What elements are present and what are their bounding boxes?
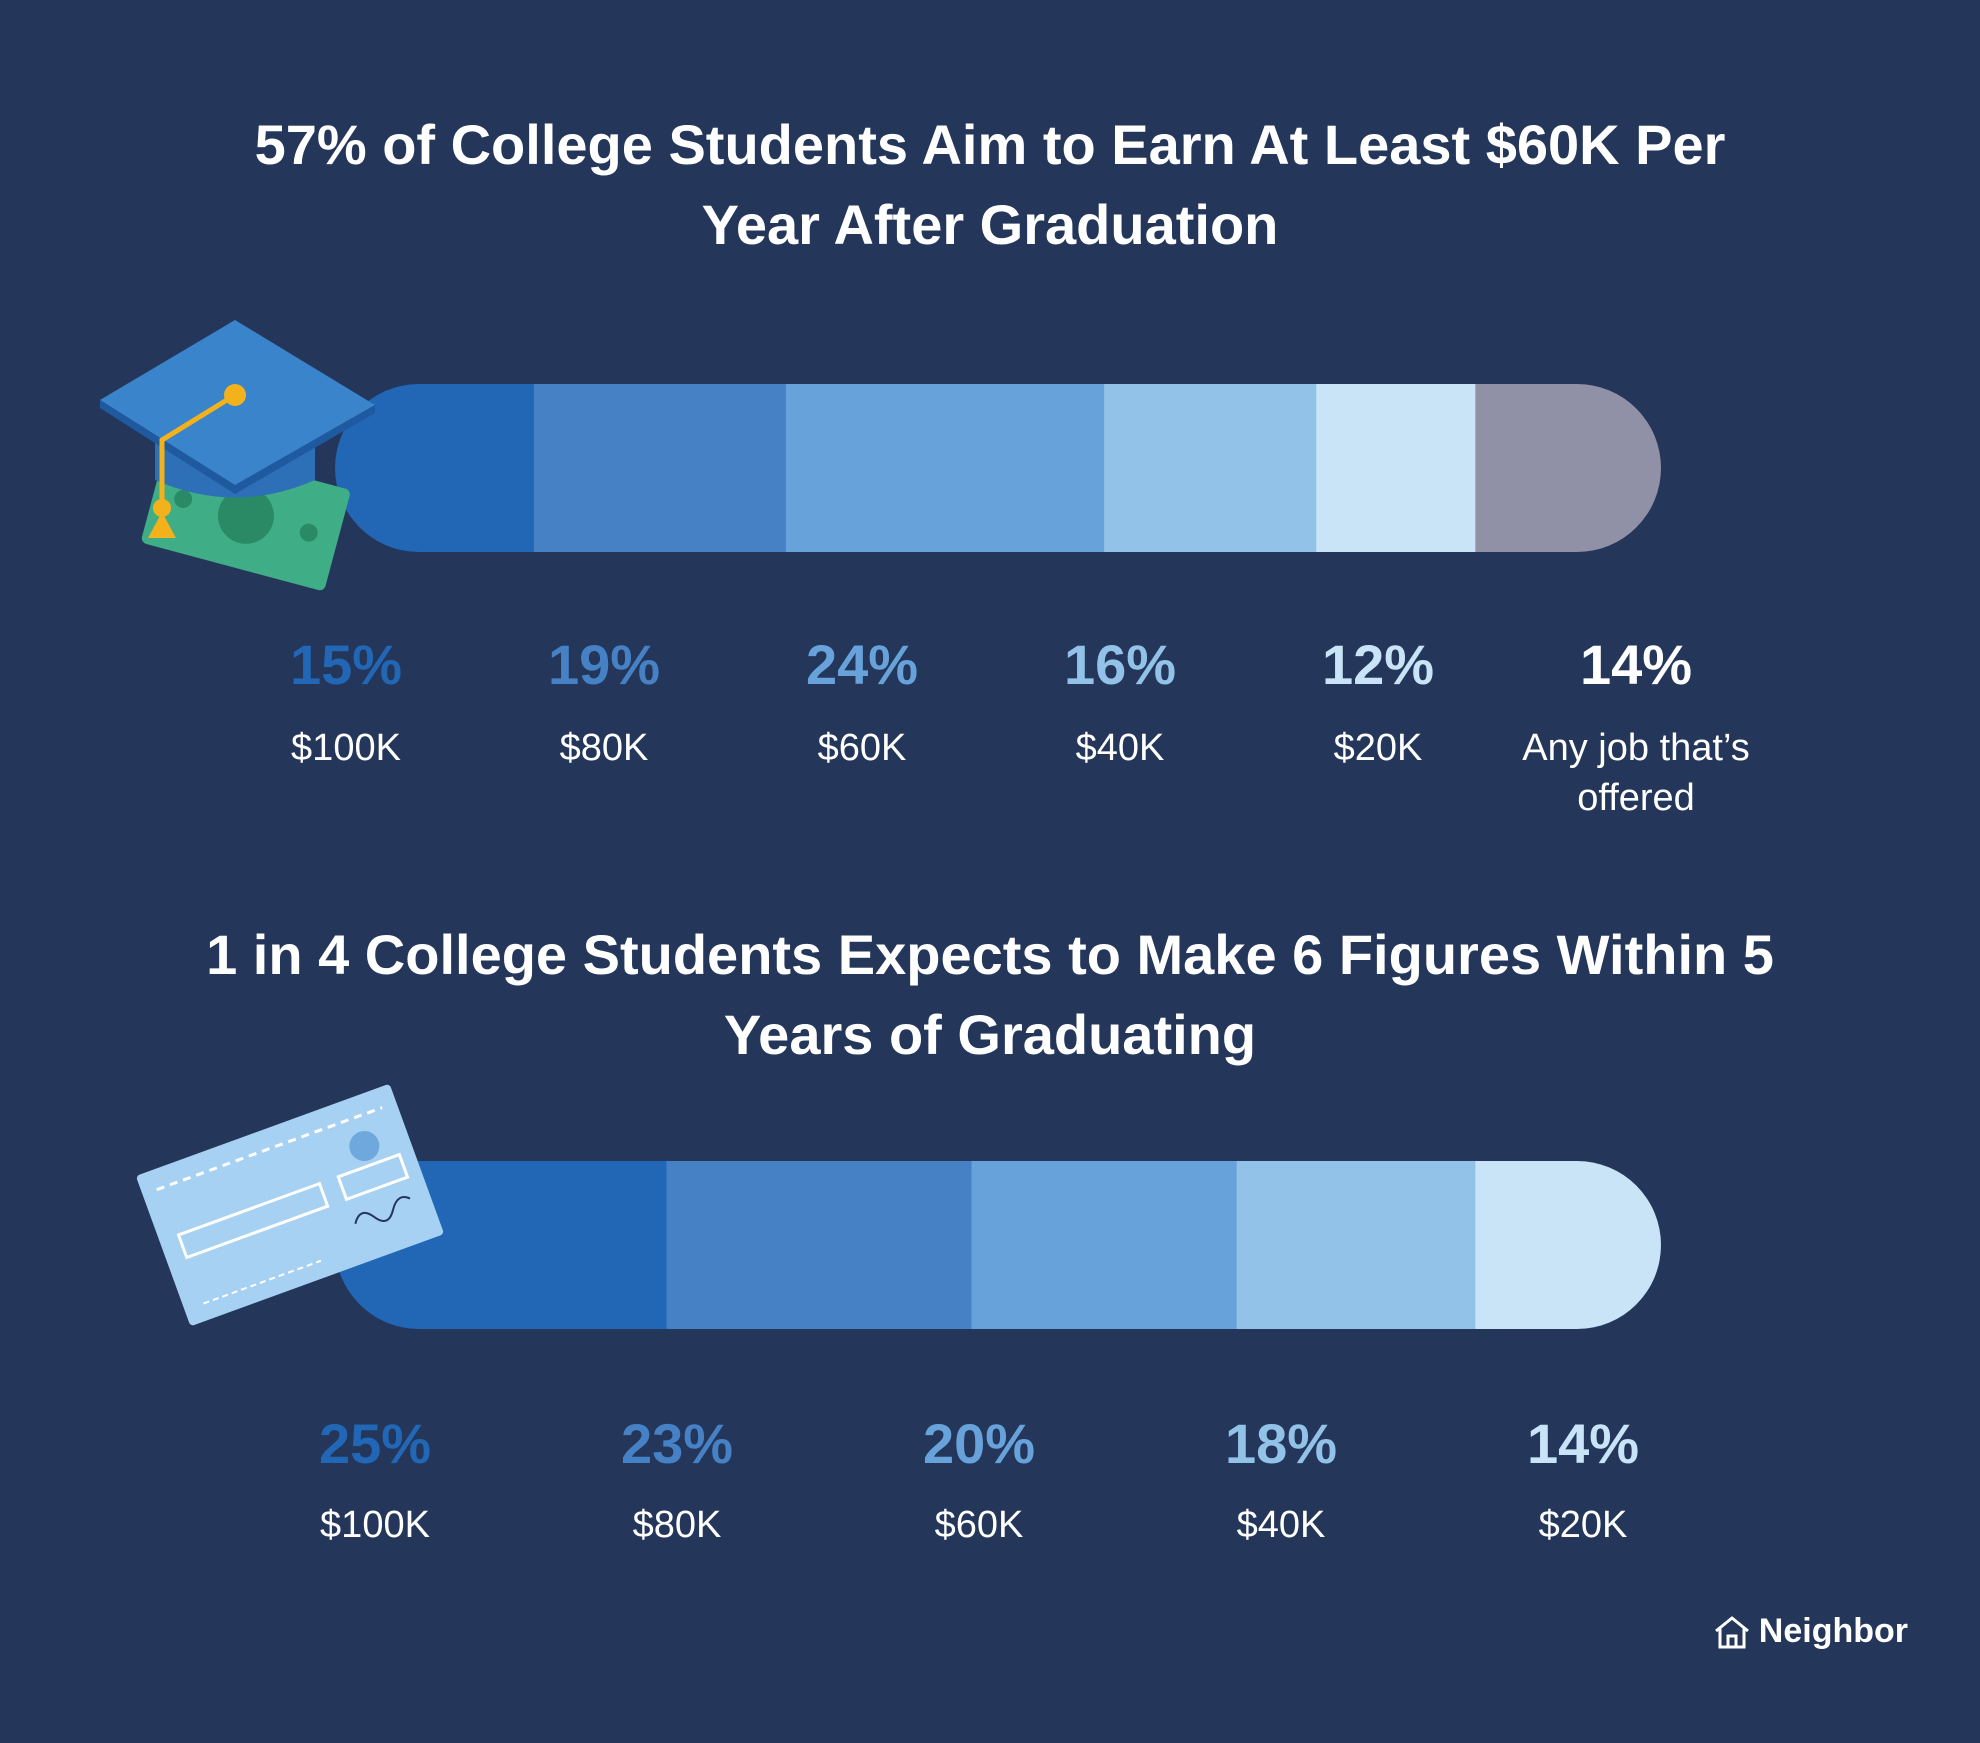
- category-label: $60K: [934, 1504, 1024, 1546]
- value-label: 14%: [1579, 633, 1693, 696]
- value-label: 25%: [318, 1412, 432, 1475]
- brand-logo: Neighbor: [1713, 1612, 1908, 1651]
- category-label: $40K: [1236, 1504, 1326, 1546]
- chart-title: 57% of College Students Aim to Earn At L…: [254, 113, 1726, 256]
- category-label: $60K: [817, 727, 907, 769]
- check-icon: [136, 1084, 444, 1326]
- bar-segment: [1104, 384, 1317, 552]
- category-label: $20K: [1333, 727, 1423, 769]
- cap-icon: [100, 320, 375, 591]
- value-label: 14%: [1526, 1412, 1640, 1475]
- value-label: 20%: [922, 1412, 1036, 1475]
- bar-segment: [1316, 384, 1476, 552]
- category-label: Any job that’s offered: [1522, 727, 1750, 819]
- value-label: 12%: [1321, 633, 1435, 696]
- category-label: $20K: [1538, 1504, 1628, 1546]
- category-label: $80K: [559, 727, 649, 769]
- value-label: 24%: [805, 633, 919, 696]
- bar-segment: [1475, 384, 1661, 552]
- category-label: $100K: [291, 727, 401, 769]
- bar-segment: [785, 384, 1105, 552]
- value-label: 15%: [289, 633, 403, 696]
- value-label: 23%: [620, 1412, 734, 1475]
- category-label: $80K: [632, 1504, 722, 1546]
- bar-segment: [1236, 1161, 1476, 1329]
- bar-segment: [666, 1161, 972, 1329]
- category-label: $100K: [320, 1504, 430, 1546]
- value-label: 18%: [1224, 1412, 1338, 1475]
- chart-title: 1 in 4 College Students Expects to Make …: [206, 923, 1774, 1066]
- category-label: $40K: [1075, 727, 1165, 769]
- bar-segment: [533, 384, 787, 552]
- value-label: 19%: [547, 633, 661, 696]
- stacked-bar: [335, 384, 1661, 552]
- value-label: 16%: [1063, 633, 1177, 696]
- brand-icon: [1714, 1615, 1749, 1648]
- bar-segment: [1475, 1161, 1661, 1329]
- stacked-bar: [335, 1161, 1661, 1329]
- bar-segment: [971, 1161, 1238, 1329]
- brand-name: Neighbor: [1758, 1612, 1908, 1650]
